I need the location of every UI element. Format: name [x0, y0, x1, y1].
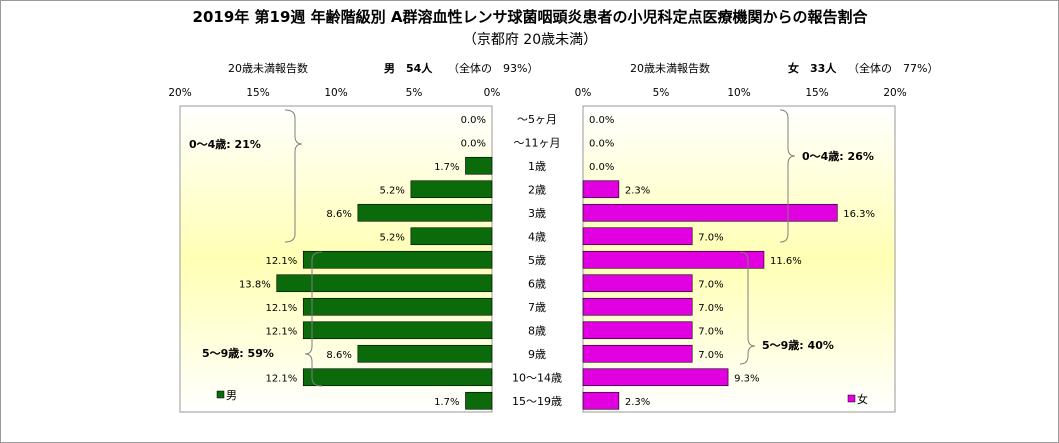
chart-subtitle: （京都府 20歳未満）: [463, 32, 597, 48]
male-data-label: 1.7%: [434, 397, 459, 408]
female-bar: [582, 227, 693, 246]
female-group-5-9: 5～9歳: 40%: [762, 338, 834, 352]
male-bar: [410, 180, 493, 199]
male-data-label: 5.2%: [379, 232, 404, 243]
legend-female-label: 女: [857, 392, 868, 406]
category-label: 4歳: [528, 230, 546, 243]
category-label: 2歳: [528, 183, 546, 196]
left-axis-tick: 5%: [406, 87, 423, 99]
female-data-label: 7.0%: [698, 326, 723, 337]
male-data-label: 12.1%: [265, 303, 297, 314]
male-bar: [357, 203, 493, 222]
female-data-label: 2.3%: [625, 397, 650, 408]
female-count-label: 20歳未満報告数: [630, 62, 710, 75]
category-label: ～11ヶ月: [514, 136, 561, 149]
female-bar: [582, 250, 765, 269]
category-label: 1歳: [528, 160, 546, 173]
female-bar: [582, 368, 729, 387]
male-group-5-9: 5～9歳: 59%: [202, 346, 274, 360]
female-data-label: 2.3%: [625, 185, 650, 196]
male-bar: [357, 344, 493, 363]
female-data-label: 9.3%: [734, 373, 759, 384]
male-data-label: 8.6%: [326, 209, 351, 220]
female-data-label: 0.0%: [589, 115, 614, 126]
left-axis-tick: 15%: [246, 87, 269, 99]
female-bar: [582, 344, 693, 363]
category-label: 7歳: [528, 301, 546, 314]
female-bar: [582, 391, 620, 410]
male-data-label: 12.1%: [265, 256, 297, 267]
female-data-label: 7.0%: [698, 279, 723, 290]
female-data-label: 0.0%: [589, 162, 614, 173]
category-label: 5歳: [528, 254, 546, 267]
category-label: 3歳: [528, 207, 546, 220]
legend-male-label: 男: [226, 389, 237, 402]
male-data-label: 12.1%: [265, 326, 297, 337]
male-data-label: 8.6%: [326, 350, 351, 361]
category-label: 15～19歳: [512, 395, 562, 408]
male-data-label: 0.0%: [461, 115, 486, 126]
female-bracket-0-4: [779, 109, 796, 243]
female-share: （全体の 77%）: [848, 61, 938, 75]
male-bar: [410, 227, 493, 246]
female-bar: [582, 274, 693, 293]
male-bar: [465, 391, 493, 410]
female-data-label: 7.0%: [698, 232, 723, 243]
category-label: 6歳: [528, 277, 546, 290]
male-bar: [302, 321, 493, 340]
male-data-label: 13.8%: [239, 279, 271, 290]
right-axis-tick: 0%: [575, 87, 592, 99]
female-group-0-4: 0～4歳: 26%: [802, 149, 874, 163]
female-data-label: 7.0%: [698, 350, 723, 361]
male-group-0-4: 0～4歳: 21%: [189, 137, 261, 151]
left-axis-tick: 10%: [324, 87, 347, 99]
male-bar: [302, 297, 493, 316]
right-axis-tick: 15%: [805, 87, 828, 99]
legend-male-swatch: [216, 390, 225, 399]
male-share: （全体の 93%）: [448, 61, 538, 75]
right-axis-tick: 5%: [653, 87, 670, 99]
male-bar: [276, 274, 493, 293]
female-total: 女 33人: [788, 61, 837, 75]
male-bar: [465, 156, 493, 175]
male-data-label: 1.7%: [434, 162, 459, 173]
category-label: 9歳: [528, 348, 546, 361]
male-data-label: 5.2%: [379, 185, 404, 196]
male-data-label: 0.0%: [461, 138, 486, 149]
category-label: ～5ヶ月: [517, 113, 557, 126]
female-bar: [582, 321, 693, 340]
chart-title: 2019年 第19週 年齢階級別 A群溶血性レンサ球菌咽頭炎患者の小児科定点医療…: [193, 8, 869, 26]
female-bar: [582, 180, 620, 199]
right-axis-tick: 10%: [727, 87, 750, 99]
category-label: 10～14歳: [512, 371, 562, 384]
legend-female-swatch: [847, 394, 856, 403]
female-bar: [582, 203, 838, 222]
male-bracket-0-4: [284, 109, 303, 243]
female-data-label: 0.0%: [589, 138, 614, 149]
right-axis-tick: 20%: [883, 87, 906, 99]
female-data-label: 11.6%: [770, 256, 802, 267]
female-data-label: 16.3%: [843, 209, 875, 220]
left-axis-tick: 0%: [484, 87, 501, 99]
category-label: 8歳: [528, 324, 546, 337]
female-bracket-5-9: [739, 251, 756, 365]
male-bracket-5-9: [304, 251, 323, 387]
male-bar: [302, 250, 493, 269]
female-data-label: 7.0%: [698, 303, 723, 314]
male-bar: [302, 368, 493, 387]
male-count-label: 20歳未満報告数: [228, 62, 308, 75]
female-bar: [582, 297, 693, 316]
male-data-label: 12.1%: [265, 373, 297, 384]
male-total: 男 54人: [384, 61, 433, 75]
left-axis-tick: 20%: [168, 87, 191, 99]
